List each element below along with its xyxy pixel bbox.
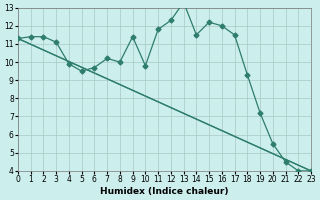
X-axis label: Humidex (Indice chaleur): Humidex (Indice chaleur) — [100, 187, 229, 196]
